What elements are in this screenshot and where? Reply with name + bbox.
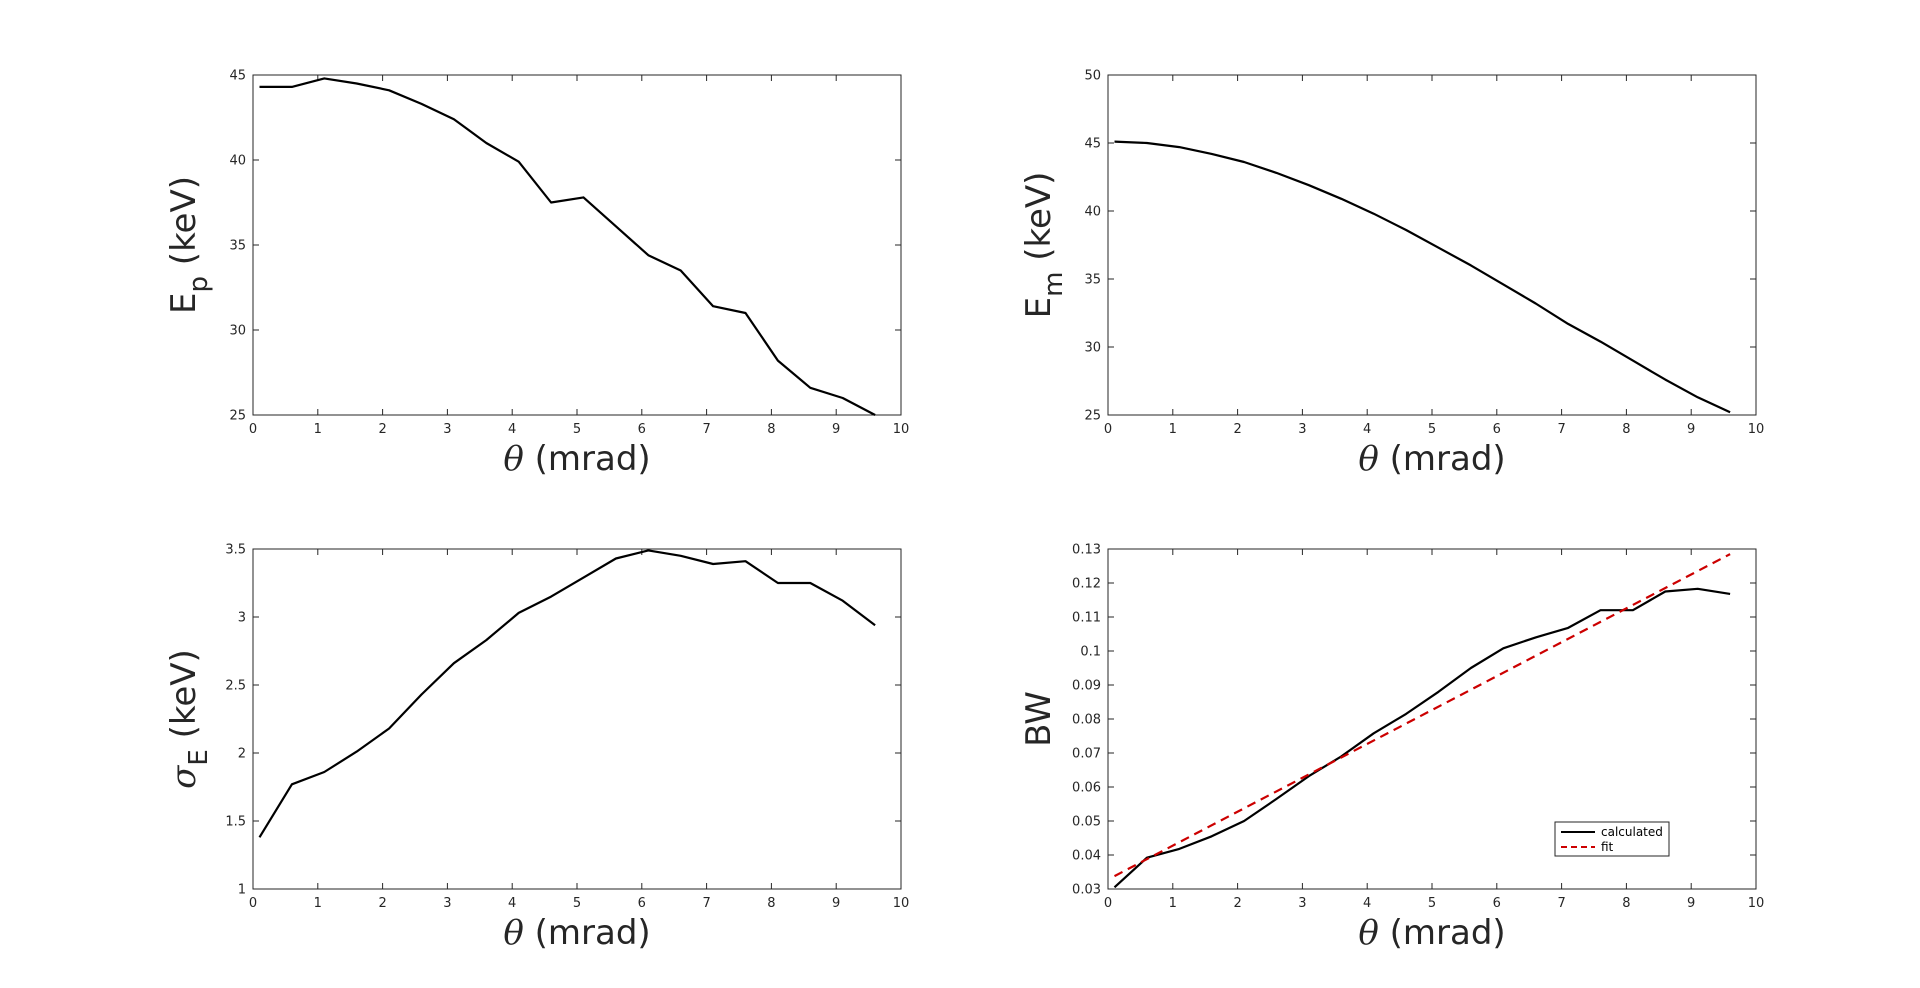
x-tick-label: 3 (1298, 422, 1306, 437)
axes-box (252, 74, 902, 416)
y-tick-label: 30 (229, 324, 246, 339)
series-line-calculated (1113, 587, 1731, 889)
y-tick-label: 3.5 (225, 543, 246, 558)
series-line-ep (259, 77, 876, 416)
x-tick-label: 9 (1687, 896, 1695, 911)
x-tick-label: 5 (573, 896, 581, 911)
y-tick-label: 0.06 (1072, 781, 1101, 796)
x-tick-label: 8 (1622, 896, 1630, 911)
y-tick-label: 35 (1084, 273, 1101, 288)
x-tick-label: 6 (1493, 422, 1501, 437)
y-tick-label: 0.1 (1080, 645, 1101, 660)
x-axis-label: θ (mrad) (503, 439, 650, 479)
y-tick-label: 0.04 (1072, 849, 1101, 864)
y-tick-label: 50 (1084, 69, 1101, 84)
x-tick-label: 0 (249, 896, 257, 911)
x-tick-label: 7 (1557, 896, 1565, 911)
series-line-em (1114, 140, 1731, 414)
x-tick-label: 3 (443, 896, 451, 911)
y-tick-label: 1 (238, 883, 246, 898)
legend-box (1554, 821, 1670, 857)
x-tick-label: 6 (638, 422, 646, 437)
y-tick-label: 45 (229, 69, 246, 84)
y-tick-label: 0.09 (1072, 679, 1101, 694)
y-tick-label: 30 (1084, 341, 1101, 356)
series-line-sigma (258, 549, 876, 838)
x-tick-label: 0 (1104, 422, 1112, 437)
x-tick-label: 0 (1104, 896, 1112, 911)
y-tick-label: 0.07 (1072, 747, 1101, 762)
x-tick-label: 1 (1169, 422, 1177, 437)
y-tick-label: 0.05 (1072, 815, 1101, 830)
x-tick-label: 9 (1687, 422, 1695, 437)
x-tick-label: 10 (1748, 422, 1765, 437)
x-tick-label: 10 (1748, 896, 1765, 911)
x-tick-label: 7 (1557, 422, 1565, 437)
y-tick-label: 40 (1084, 205, 1101, 220)
x-tick-label: 10 (893, 896, 910, 911)
x-axis-label: θ (mrad) (1358, 439, 1505, 479)
x-tick-label: 4 (508, 422, 516, 437)
y-tick-label: 0.08 (1072, 713, 1101, 728)
y-axis-label: Em (keV) (1019, 172, 1069, 319)
x-tick-label: 2 (1233, 422, 1241, 437)
y-axis-label: Ep (keV) (164, 176, 214, 314)
x-tick-label: 7 (702, 896, 710, 911)
x-tick-label: 0 (249, 422, 257, 437)
y-tick-label: 35 (229, 239, 246, 254)
x-tick-label: 8 (767, 896, 775, 911)
x-tick-label: 1 (314, 422, 322, 437)
y-tick-label: 0.12 (1072, 577, 1101, 592)
x-tick-label: 9 (832, 422, 840, 437)
series-line-fit (1113, 553, 1731, 878)
x-tick-label: 7 (702, 422, 710, 437)
x-axis-label: θ (mrad) (503, 913, 650, 953)
x-tick-label: 1 (1169, 896, 1177, 911)
x-tick-label: 5 (1428, 896, 1436, 911)
y-tick-label: 2 (238, 747, 246, 762)
y-axis-label: BW (1019, 691, 1059, 747)
x-tick-label: 2 (1233, 896, 1241, 911)
x-tick-label: 2 (378, 422, 386, 437)
y-tick-label: 0.03 (1072, 883, 1101, 898)
x-tick-label: 5 (1428, 422, 1436, 437)
x-tick-label: 6 (1493, 896, 1501, 911)
y-tick-label: 25 (1084, 409, 1101, 424)
x-tick-label: 4 (508, 896, 516, 911)
x-tick-label: 1 (314, 896, 322, 911)
subplot-bw: 0 1 2 3 4 5 6 7 8 9 10 0.03 0.04 0.05 0.06 0.07 0.08 0.09… (1019, 543, 1764, 954)
y-tick-label: 1.5 (225, 815, 246, 830)
x-tick-label: 8 (1622, 422, 1630, 437)
y-tick-label: 3 (238, 611, 246, 626)
y-tick-label: 0.13 (1072, 543, 1101, 558)
x-axis-label: θ (mrad) (1358, 913, 1505, 953)
x-tick-label: 3 (443, 422, 451, 437)
y-tick-label: 40 (229, 154, 246, 169)
x-tick-label: 10 (893, 422, 910, 437)
x-tick-label: 5 (573, 422, 581, 437)
x-tick-label: 6 (638, 896, 646, 911)
x-tick-label: 9 (832, 896, 840, 911)
legend-label: fit (1601, 840, 1614, 854)
y-axis-label: σE (keV) (164, 649, 214, 789)
y-tick-label: 0.11 (1072, 611, 1101, 626)
y-tick-label: 25 (229, 409, 246, 424)
axes-box (252, 548, 902, 890)
x-tick-label: 4 (1363, 896, 1371, 911)
x-tick-label: 2 (378, 896, 386, 911)
y-tick-label: 2.5 (225, 679, 246, 694)
y-tick-label: 45 (1084, 137, 1101, 152)
x-tick-label: 3 (1298, 896, 1306, 911)
x-tick-label: 8 (767, 422, 775, 437)
legend-label: calculated (1601, 825, 1663, 839)
x-tick-label: 4 (1363, 422, 1371, 437)
